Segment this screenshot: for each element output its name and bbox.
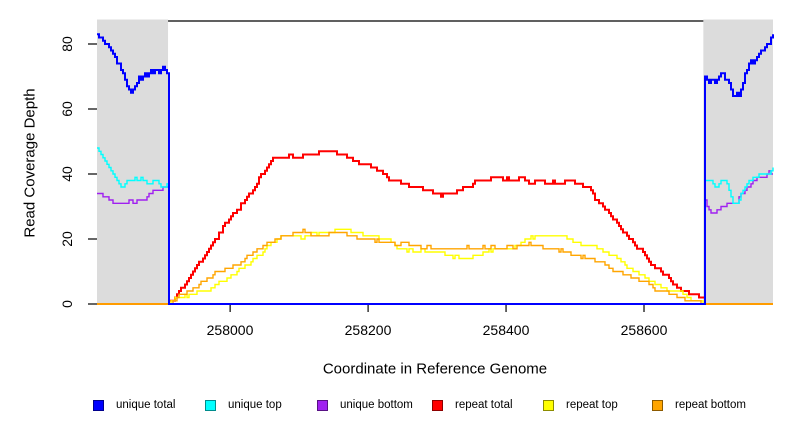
- legend-label: unique top: [228, 399, 282, 411]
- repeat-bottom-swatch-icon: [652, 399, 663, 411]
- repeat-top-swatch-icon: [543, 399, 554, 411]
- legend-item-repeat-total: repeat total: [432, 399, 513, 411]
- x-axis-title: Coordinate in Reference Genome: [322, 360, 548, 378]
- x-tick-label: 258000: [206, 322, 254, 338]
- y-tick-label: 20: [59, 231, 75, 247]
- x-tick-label: 258200: [344, 322, 392, 338]
- legend-label: repeat top: [566, 399, 618, 411]
- series-line-repeat-top: [97, 228, 773, 305]
- legend-item-unique-bottom: unique bottom: [317, 399, 413, 411]
- y-tick-label: 0: [59, 300, 75, 308]
- series-line-repeat-total: [97, 150, 773, 305]
- legend-item-repeat-top: repeat top: [543, 399, 618, 411]
- legend-item-unique-top: unique top: [205, 399, 282, 411]
- legend-label: unique total: [116, 399, 176, 411]
- legend-item-unique-total: unique total: [93, 399, 175, 411]
- y-tick-label: 80: [59, 36, 75, 52]
- legend-label: repeat total: [455, 399, 513, 411]
- legend-label: unique bottom: [340, 399, 413, 411]
- series-line-unique-total: [97, 33, 774, 305]
- y-tick-label: 60: [59, 101, 75, 117]
- unique-top-swatch-icon: [205, 399, 216, 411]
- x-tick-label: 258600: [620, 322, 668, 338]
- unique-total-swatch-icon: [93, 399, 104, 411]
- y-tick-label: 40: [59, 166, 75, 182]
- unique-bottom-swatch-icon: [317, 399, 328, 411]
- legend-label: repeat bottom: [675, 399, 746, 411]
- repeat-total-swatch-icon: [432, 399, 443, 411]
- x-tick-label: 258400: [482, 322, 530, 338]
- legend-item-repeat-bottom: repeat bottom: [652, 399, 746, 411]
- series-line-repeat-bottom: [97, 228, 773, 305]
- y-axis-title: Read Coverage Depth: [21, 88, 39, 238]
